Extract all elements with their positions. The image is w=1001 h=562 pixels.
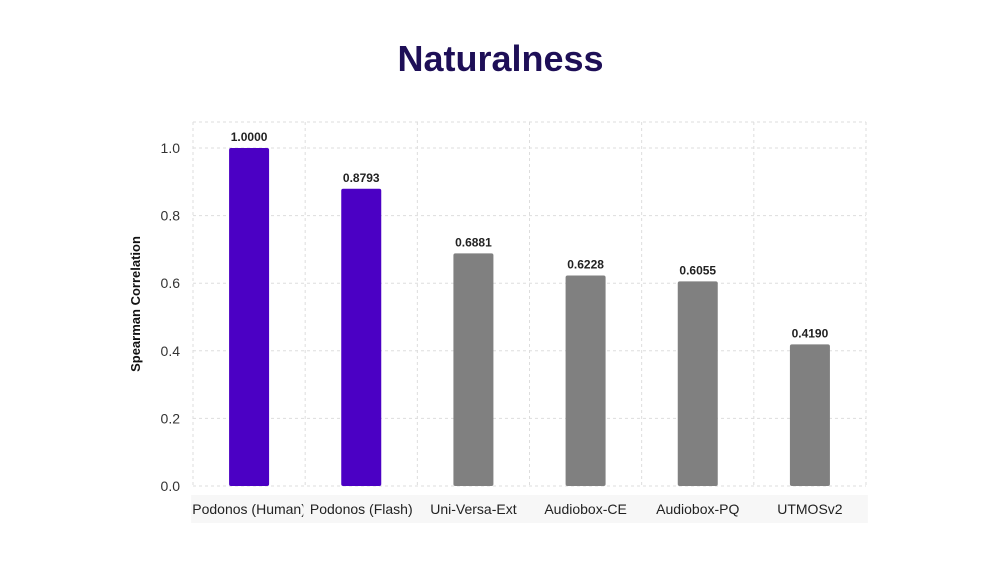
- data-label: 1.0000: [231, 130, 268, 144]
- y-tick-label: 0.4: [161, 343, 181, 359]
- bar: [453, 253, 494, 486]
- category-label-bg: [751, 495, 868, 523]
- grid-layer: [192, 121, 867, 487]
- data-label: 0.8793: [343, 171, 380, 185]
- bar: [565, 275, 606, 486]
- bar: [677, 281, 718, 486]
- category-label-bg: [639, 495, 756, 523]
- category-label-bg: [527, 495, 644, 523]
- y-tick-label: 0.2: [161, 410, 181, 426]
- chart-title: Naturalness: [397, 38, 604, 79]
- y-tick-label: 0.6: [161, 275, 181, 291]
- data-label: 0.6055: [679, 263, 716, 277]
- x-tick-label: Audiobox-CE: [544, 501, 627, 517]
- y-axis-label: Spearman Correlation: [128, 236, 143, 372]
- x-tick-label: Audiobox-PQ: [656, 501, 739, 517]
- x-tick-label: UTMOSv2: [777, 501, 843, 517]
- x-tick-label: Podonos (Flash): [310, 501, 413, 517]
- x-tick-label: Uni-Versa-Ext: [430, 501, 516, 517]
- category-label-bg: [191, 495, 308, 523]
- y-tick-label: 1.0: [161, 140, 181, 156]
- data-label: 0.6228: [567, 257, 604, 271]
- category-label-bg: [303, 495, 420, 523]
- bar-layer: [229, 148, 830, 486]
- category-label-bg: [415, 495, 532, 523]
- bar: [789, 344, 830, 486]
- y-tick-label: 0.0: [161, 478, 181, 494]
- data-label: 0.4190: [792, 326, 829, 340]
- bar: [341, 188, 382, 486]
- bar: [229, 148, 270, 486]
- x-tick-label: Podonos (Human): [192, 501, 306, 517]
- y-tick-label: 0.8: [161, 208, 181, 224]
- label-layer: 0.0 0.2 0.4 0.6 0.8 1.0 1.0000 Podonos (Human) 0…: [161, 130, 868, 523]
- data-label: 0.6881: [455, 235, 492, 249]
